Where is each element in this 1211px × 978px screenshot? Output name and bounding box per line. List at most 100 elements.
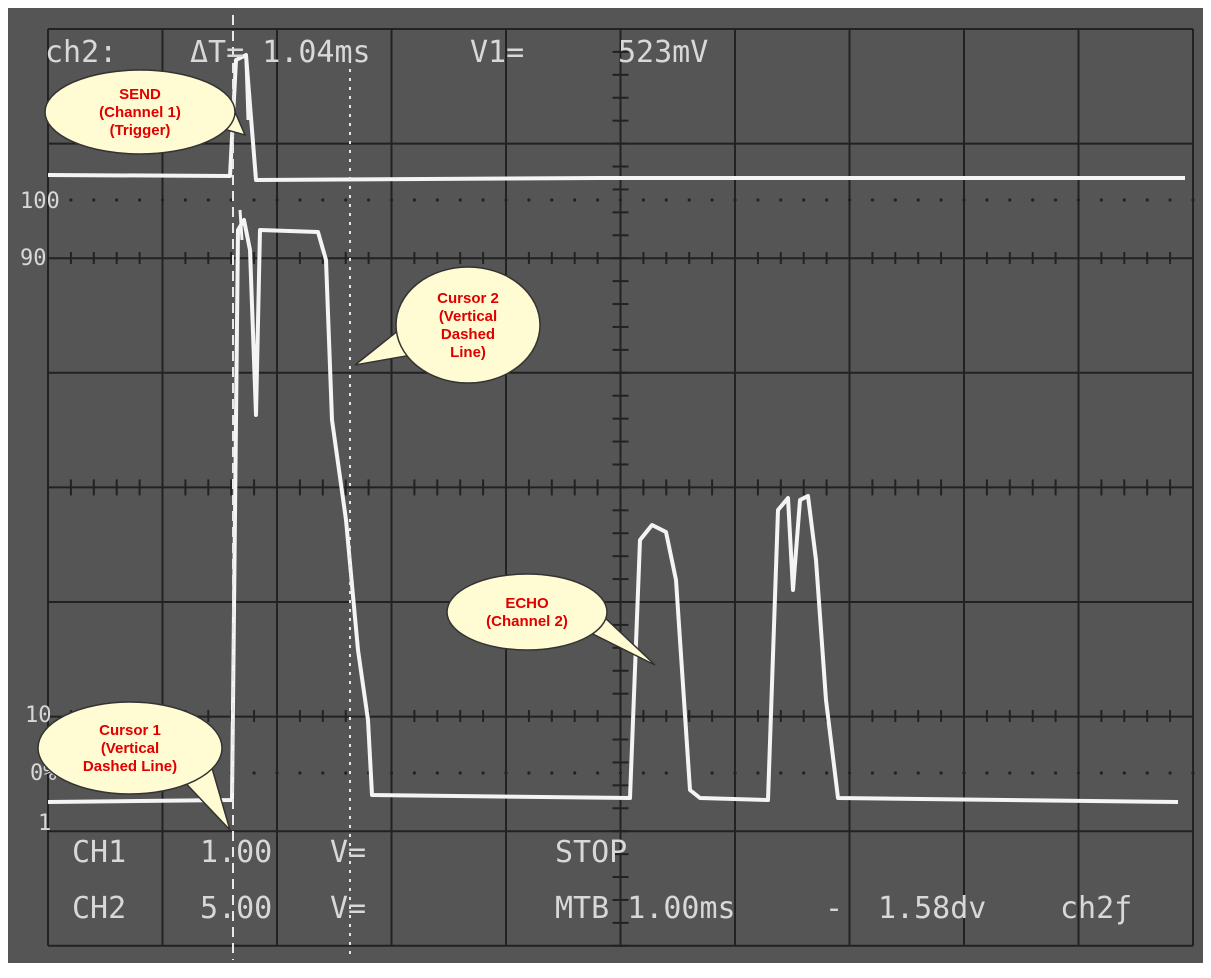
dotted-level — [138, 198, 141, 201]
dotted-level — [940, 771, 943, 774]
dotted-level — [665, 771, 668, 774]
dotted-level — [298, 198, 301, 201]
readout-v1-label: V1= — [470, 35, 524, 70]
dotted-level — [550, 198, 553, 201]
dotted-level — [917, 771, 920, 774]
dotted-level — [321, 771, 324, 774]
scale-label: 90 — [20, 246, 47, 271]
dotted-level — [527, 198, 530, 201]
dotted-level — [275, 771, 278, 774]
dotted-level — [619, 771, 622, 774]
separator: - — [825, 891, 843, 926]
dotted-level — [436, 771, 439, 774]
callout-text: (Vertical — [101, 740, 159, 757]
dotted-level — [344, 771, 347, 774]
dotted-level — [848, 198, 851, 201]
dotted-level — [1191, 771, 1194, 774]
dotted-level — [962, 771, 965, 774]
ch2-volts: 5.00 — [200, 891, 272, 926]
dotted-level — [985, 198, 988, 201]
dotted-level — [642, 198, 645, 201]
dotted-level — [1123, 198, 1126, 201]
dotted-level — [917, 198, 920, 201]
dotted-level — [825, 771, 828, 774]
dotted-level — [184, 198, 187, 201]
dotted-level — [962, 198, 965, 201]
callout-text: Cursor 1 — [99, 722, 161, 739]
run-state: STOP — [555, 835, 627, 870]
dotted-level — [711, 198, 714, 201]
dotted-level — [390, 198, 393, 201]
dotted-level — [1054, 198, 1057, 201]
dotted-level — [367, 198, 370, 201]
dotted-level — [779, 198, 782, 201]
dotted-level — [688, 198, 691, 201]
scale-label: 1 — [38, 811, 51, 836]
dotted-level — [459, 198, 462, 201]
dotted-level — [344, 198, 347, 201]
dotted-level — [550, 771, 553, 774]
dotted-level — [92, 198, 95, 201]
dotted-level — [665, 198, 668, 201]
dotted-level — [894, 198, 897, 201]
dotted-level — [1169, 198, 1172, 201]
dotted-level — [1191, 198, 1194, 201]
dotted-level — [779, 771, 782, 774]
dotted-level — [1008, 198, 1011, 201]
dotted-level — [253, 771, 256, 774]
dotted-level — [596, 198, 599, 201]
dotted-level — [733, 771, 736, 774]
dotted-level — [802, 771, 805, 774]
callout-text: ECHO — [505, 595, 549, 612]
dotted-level — [504, 771, 507, 774]
callout-text: SEND — [119, 86, 161, 103]
dotted-level — [940, 198, 943, 201]
dotted-level — [711, 771, 714, 774]
page: ch2: ΔT= 1.04ms V1= 523mV 100 90 10 0% 1… — [0, 0, 1211, 978]
callout-text: Dashed — [441, 326, 495, 343]
dotted-level — [1146, 771, 1149, 774]
screen-background — [8, 8, 1203, 963]
scale-label: 10 — [25, 703, 52, 728]
timebase: MTB 1.00ms — [555, 891, 736, 926]
callout-bubble — [396, 267, 540, 383]
readout-v1: 523mV — [618, 35, 708, 70]
dotted-level — [161, 198, 164, 201]
callout-text: (Channel 2) — [486, 613, 568, 630]
dotted-level — [1146, 198, 1149, 201]
dotted-level — [482, 198, 485, 201]
dotted-level — [115, 198, 118, 201]
scale-label: 100 — [20, 189, 60, 214]
dotted-level — [802, 198, 805, 201]
ch2-coupling: V= — [330, 891, 366, 926]
callout-text: Line) — [450, 344, 486, 361]
dotted-level — [436, 198, 439, 201]
dotted-level — [573, 771, 576, 774]
dotted-level — [1077, 198, 1080, 201]
dotted-level — [756, 771, 759, 774]
dotted-level — [871, 771, 874, 774]
dotted-level — [1100, 771, 1103, 774]
callout-text: (Channel 1) — [99, 104, 181, 121]
readout-delta-t: ΔT= 1.04ms — [190, 35, 371, 70]
dotted-level — [825, 198, 828, 201]
dotted-level — [1100, 198, 1103, 201]
ch1-volts: 1.00 — [200, 835, 272, 870]
callout-text: (Vertical — [439, 308, 497, 325]
callout-text: Cursor 2 — [437, 290, 499, 307]
dotted-level — [504, 198, 507, 201]
dotted-level — [413, 198, 416, 201]
callout-bubble — [447, 574, 607, 650]
dotted-level — [1031, 198, 1034, 201]
dotted-level — [527, 771, 530, 774]
dotted-level — [894, 771, 897, 774]
dotted-level — [459, 771, 462, 774]
dotted-level — [298, 771, 301, 774]
ch1-name: CH1 — [72, 835, 126, 870]
dotted-level — [596, 771, 599, 774]
dotted-level — [482, 771, 485, 774]
dotted-level — [1077, 771, 1080, 774]
dotted-level — [413, 771, 416, 774]
dotted-level — [1031, 771, 1034, 774]
dotted-level — [871, 198, 874, 201]
